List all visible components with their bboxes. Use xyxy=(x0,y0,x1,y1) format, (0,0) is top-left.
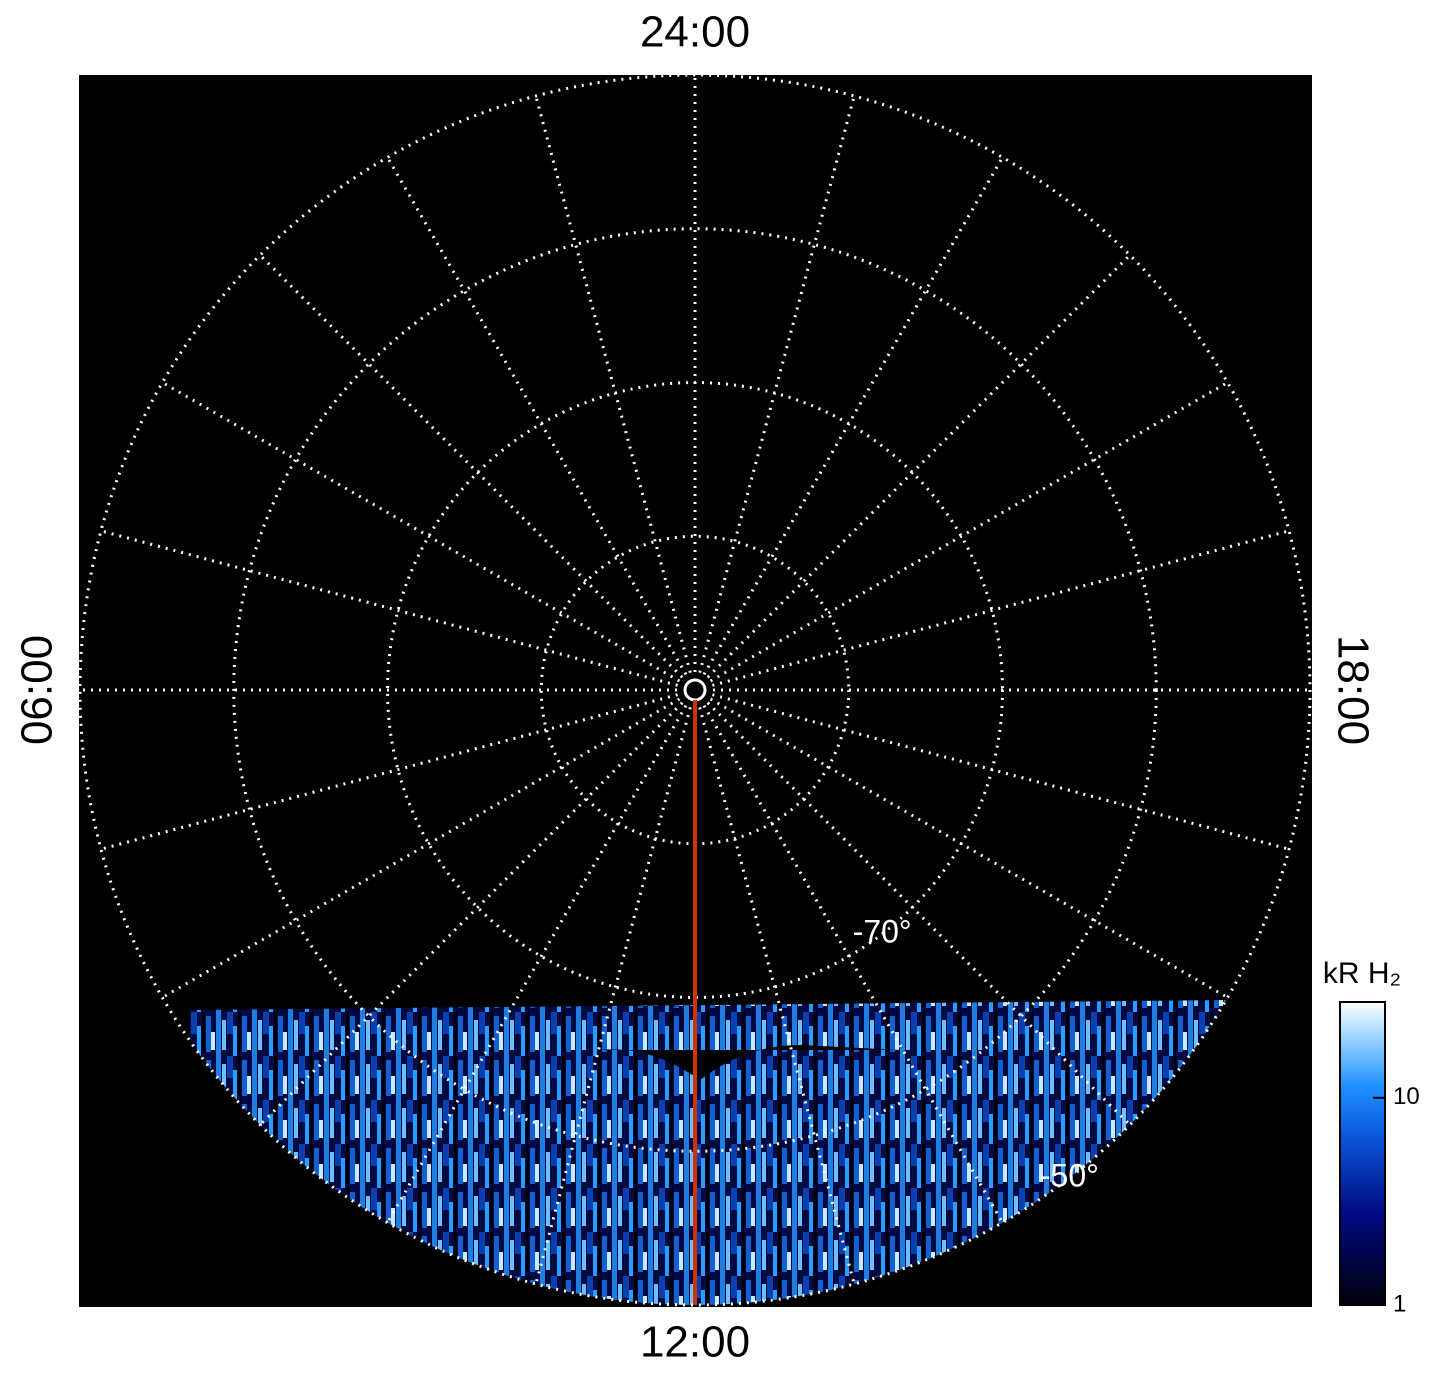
hour-label: 18:00 xyxy=(1328,635,1377,745)
meridian xyxy=(534,706,692,1285)
hour-label: 12:00 xyxy=(640,1318,750,1367)
meridian xyxy=(259,701,684,1126)
hour-label: 06:00 xyxy=(13,635,62,745)
lat-circle xyxy=(232,227,1158,1153)
meridian xyxy=(702,156,1004,676)
hour-label: 24:00 xyxy=(640,8,750,57)
meridian xyxy=(386,704,688,1224)
colorbar xyxy=(1339,1001,1386,1306)
meridian xyxy=(100,529,679,687)
meridian xyxy=(706,254,1131,679)
meridian xyxy=(161,697,681,999)
meridian xyxy=(706,701,1131,1126)
lat-label: -50° xyxy=(1040,1157,1099,1193)
meridian xyxy=(702,704,1004,1224)
meridian xyxy=(161,381,681,683)
meridian xyxy=(711,693,1290,851)
meridian xyxy=(709,381,1229,683)
colorbar-tick-label: 1 xyxy=(1393,1290,1406,1317)
meridian xyxy=(534,95,692,674)
meridian xyxy=(711,529,1290,687)
lat-label: -70° xyxy=(853,913,912,949)
meridian xyxy=(386,156,688,676)
colorbar-title: kR H₂ xyxy=(1323,957,1401,990)
emission xyxy=(190,1000,1230,1305)
meridian xyxy=(100,693,679,851)
meridian xyxy=(709,697,1229,999)
lat-circle xyxy=(78,73,1312,1307)
colorbar-tick-label: 10 xyxy=(1393,1083,1420,1110)
meridian xyxy=(259,254,684,679)
meridian xyxy=(698,95,856,674)
meridian xyxy=(698,706,856,1285)
